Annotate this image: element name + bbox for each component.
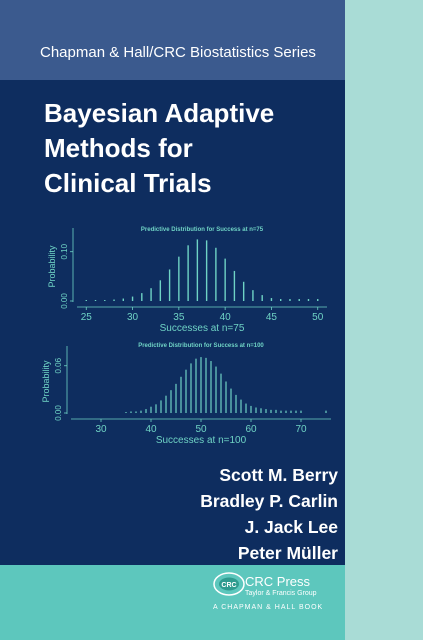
cover-main [0,80,345,565]
publisher-band [0,565,345,640]
n75-title: Predictive Distribution for Success at n… [141,227,264,233]
n100-y-tick-label: 0.06 [54,357,63,373]
n75-x-tick-label: 50 [312,312,324,323]
n75-x-tick-label: 40 [220,312,232,323]
title-line-1: Bayesian Adaptive [44,98,275,128]
n100-y-tick-label: 0.00 [54,405,63,421]
title-line-3: Clinical Trials [44,168,212,198]
n75-x-tick-label: 45 [266,312,278,323]
n75-y-label: Probability [47,245,57,288]
publisher-name: CRC Press [245,574,311,589]
n75-x-tick-label: 25 [81,312,93,323]
n100-y-label: Probability [41,360,51,403]
author-4: Peter Müller [237,543,338,563]
n75-y-tick-label: 0.10 [60,243,69,259]
n100-title: Predictive Distribution for Success at n… [138,343,264,349]
crc-logo-text: CRC [221,582,236,589]
chart-n100: Predictive Distribution for Success at n… [41,343,331,446]
publisher-group: Taylor & Francis Group [245,590,317,597]
n75-x-label: Successes at n=75 [160,323,245,334]
n100-x-tick-label: 70 [295,424,307,435]
n100-x-tick-label: 40 [145,424,157,435]
chart-n75: Predictive Distribution for Success at n… [47,227,327,334]
author-3: J. Jack Lee [244,517,338,537]
n75-y-tick-label: 0.00 [60,293,69,309]
series-title: Chapman & Hall/CRC Biostatistics Series [40,44,316,61]
series-band [0,0,345,80]
publisher-imprint: A CHAPMAN & HALL BOOK [213,604,324,611]
author-1: Scott M. Berry [219,465,338,485]
n100-x-label: Successes at n=100 [156,435,247,446]
n75-x-tick-label: 30 [127,312,139,323]
authors: Scott M. Berry Bradley P. Carlin J. Jack… [200,462,338,566]
n75-x-tick-label: 35 [173,312,185,323]
author-2: Bradley P. Carlin [200,491,338,511]
spine-band [345,0,423,640]
n100-x-tick-label: 30 [95,424,107,435]
crc-logo: CRC [213,572,245,596]
n100-x-tick-label: 60 [245,424,257,435]
book-title: Bayesian Adaptive Methods for Clinical T… [44,96,344,201]
title-line-2: Methods for [44,133,193,163]
n100-x-tick-label: 50 [195,424,207,435]
